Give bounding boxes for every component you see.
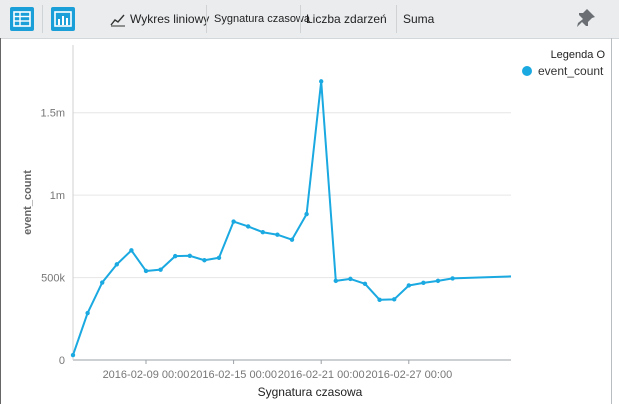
x-tick-label: 2016-02-09 00:00 [103, 369, 190, 381]
data-point [421, 280, 426, 286]
data-point [202, 258, 207, 263]
data-point [319, 79, 324, 84]
data-point [275, 232, 280, 237]
y-tick-label: 0 [59, 355, 65, 367]
x-tick-label: 2016-02-15 00:00 [190, 369, 277, 381]
y-tick-label: 500k [41, 273, 65, 285]
x-axis-field-label: Sygnatura czasowa [214, 13, 310, 25]
toolbar-divider [42, 5, 43, 33]
data-point [333, 278, 338, 284]
y-tick-label: 1.5m [41, 108, 65, 120]
data-point [260, 230, 265, 235]
data-point [392, 297, 397, 302]
table-view-icon[interactable] [10, 7, 34, 31]
data-point [158, 267, 163, 272]
data-point [362, 281, 368, 287]
chart-type-selector[interactable]: Wykres liniowy [110, 0, 209, 38]
y-tick-label: 1m [50, 190, 65, 202]
data-point [406, 283, 411, 288]
data-point [114, 262, 120, 267]
data-point [435, 278, 441, 284]
data-point [246, 224, 251, 229]
legend-item-label: event_count [538, 64, 604, 78]
toolbar-divider [396, 5, 397, 33]
data-point [348, 276, 353, 282]
x-tick-label: 2016-02-21 00:00 [278, 369, 365, 381]
pane-left-border [0, 38, 1, 404]
data-point [231, 219, 236, 224]
y-axis-field-label: Liczba zdarzeń [306, 12, 387, 26]
x-tick-label: 2016-02-27 00:00 [365, 369, 452, 381]
data-point [377, 297, 382, 303]
data-point [85, 310, 90, 316]
aggregation-label: Suma [403, 12, 435, 26]
data-point [450, 276, 455, 281]
y-axis-field-selector[interactable]: Liczba zdarzeń [306, 0, 387, 38]
line-chart-icon [110, 14, 125, 27]
data-point [173, 253, 178, 259]
data-point [129, 248, 134, 253]
data-point [143, 268, 149, 274]
x-axis-title: Sygnatura czasowa [258, 385, 363, 399]
legend-item-event-count[interactable]: event_count [522, 64, 603, 78]
pin-icon[interactable] [575, 8, 597, 35]
chart-view-icon[interactable] [51, 7, 75, 31]
toolbar: Wykres liniowy Sygnatura czasowa Liczba … [0, 0, 619, 39]
data-point [187, 253, 192, 259]
legend-title: Legenda O [550, 49, 605, 61]
data-point [70, 352, 76, 358]
line-chart: 0 500k 1m 1.5m 2016-02-09 00:00 2016-02-15 00… [22, 45, 512, 399]
chart-type-label: Wykres liniowy [130, 12, 210, 26]
aggregation-selector[interactable]: Suma [403, 0, 434, 38]
y-axis-title: event_count [22, 170, 34, 235]
data-point [304, 211, 309, 217]
data-point [289, 237, 295, 242]
toolbar-divider [300, 5, 301, 33]
x-axis-field-selector[interactable]: Sygnatura czasowa [214, 0, 310, 38]
legend-color-dot [522, 66, 532, 76]
toolbar-divider [206, 5, 207, 33]
pane-right-border [611, 38, 612, 404]
data-point [216, 255, 222, 260]
data-point [100, 280, 105, 285]
series-line-event-count [72, 80, 512, 356]
